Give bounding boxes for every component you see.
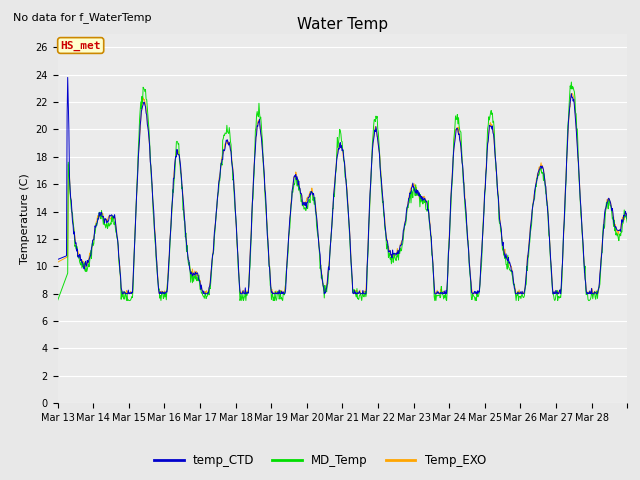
Legend: temp_CTD, MD_Temp, Temp_EXO: temp_CTD, MD_Temp, Temp_EXO	[150, 449, 490, 472]
Text: No data for f_WaterTemp: No data for f_WaterTemp	[13, 12, 151, 23]
Text: HS_met: HS_met	[60, 40, 101, 50]
Y-axis label: Temperature (C): Temperature (C)	[20, 173, 30, 264]
Title: Water Temp: Water Temp	[297, 17, 388, 33]
